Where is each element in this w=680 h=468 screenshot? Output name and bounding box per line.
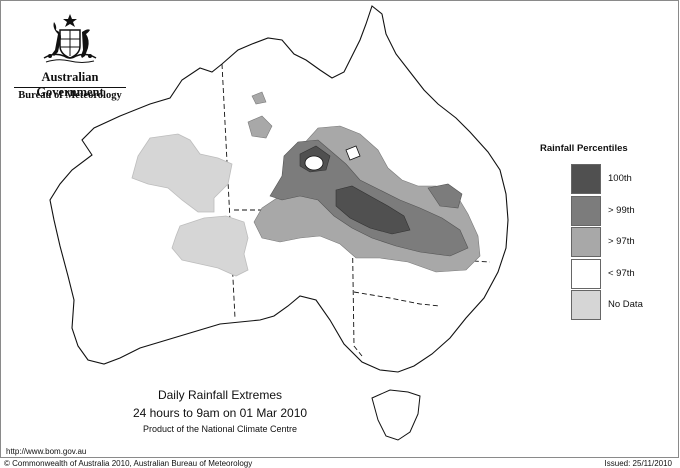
- map-title: Daily Rainfall Extremes: [157, 388, 283, 402]
- government-name: Australian Government: [36, 70, 104, 99]
- map-frame: [0, 0, 679, 458]
- legend-label: No Data: [608, 299, 643, 310]
- bureau-name: Bureau of Meteorology: [18, 90, 122, 101]
- legend-item: < 97th: [540, 258, 660, 291]
- coat-of-arms-icon: [43, 14, 97, 63]
- map-period: 24 hours to 9am on 01 Mar 2010: [132, 406, 308, 420]
- legend-swatch: [571, 227, 601, 257]
- legend-item: > 97th: [540, 227, 660, 259]
- legend-item: > 99th: [540, 195, 660, 228]
- legend-swatch: [571, 258, 601, 289]
- legend-swatch: [571, 195, 601, 226]
- legend-label: < 97th: [608, 267, 635, 279]
- map-product-note: Product of the National Climate Centre: [142, 424, 298, 434]
- legend-swatch: [571, 164, 601, 194]
- legend-label: 100th: [608, 173, 632, 184]
- legend-item: 100th: [540, 164, 660, 196]
- legend-label: > 99th: [608, 204, 635, 216]
- legend-label: > 97th: [608, 236, 635, 247]
- copyright-notice: © Commonwealth of Australia 2010, Austra…: [4, 459, 253, 468]
- issued-date: Issued: 25/11/2010: [604, 459, 672, 468]
- website-link[interactable]: http://www.bom.gov.au: [6, 447, 87, 456]
- tasmania: [371, 389, 421, 441]
- legend-swatch: [571, 290, 601, 320]
- logo-divider: [14, 87, 126, 88]
- legend-item: No Data: [540, 290, 660, 322]
- dry-pockets: [304, 145, 361, 171]
- rainfall-legend: Rainfall Percentiles 100th > 99th > 97th…: [540, 143, 660, 322]
- legend-title: Rainfall Percentiles: [540, 143, 628, 154]
